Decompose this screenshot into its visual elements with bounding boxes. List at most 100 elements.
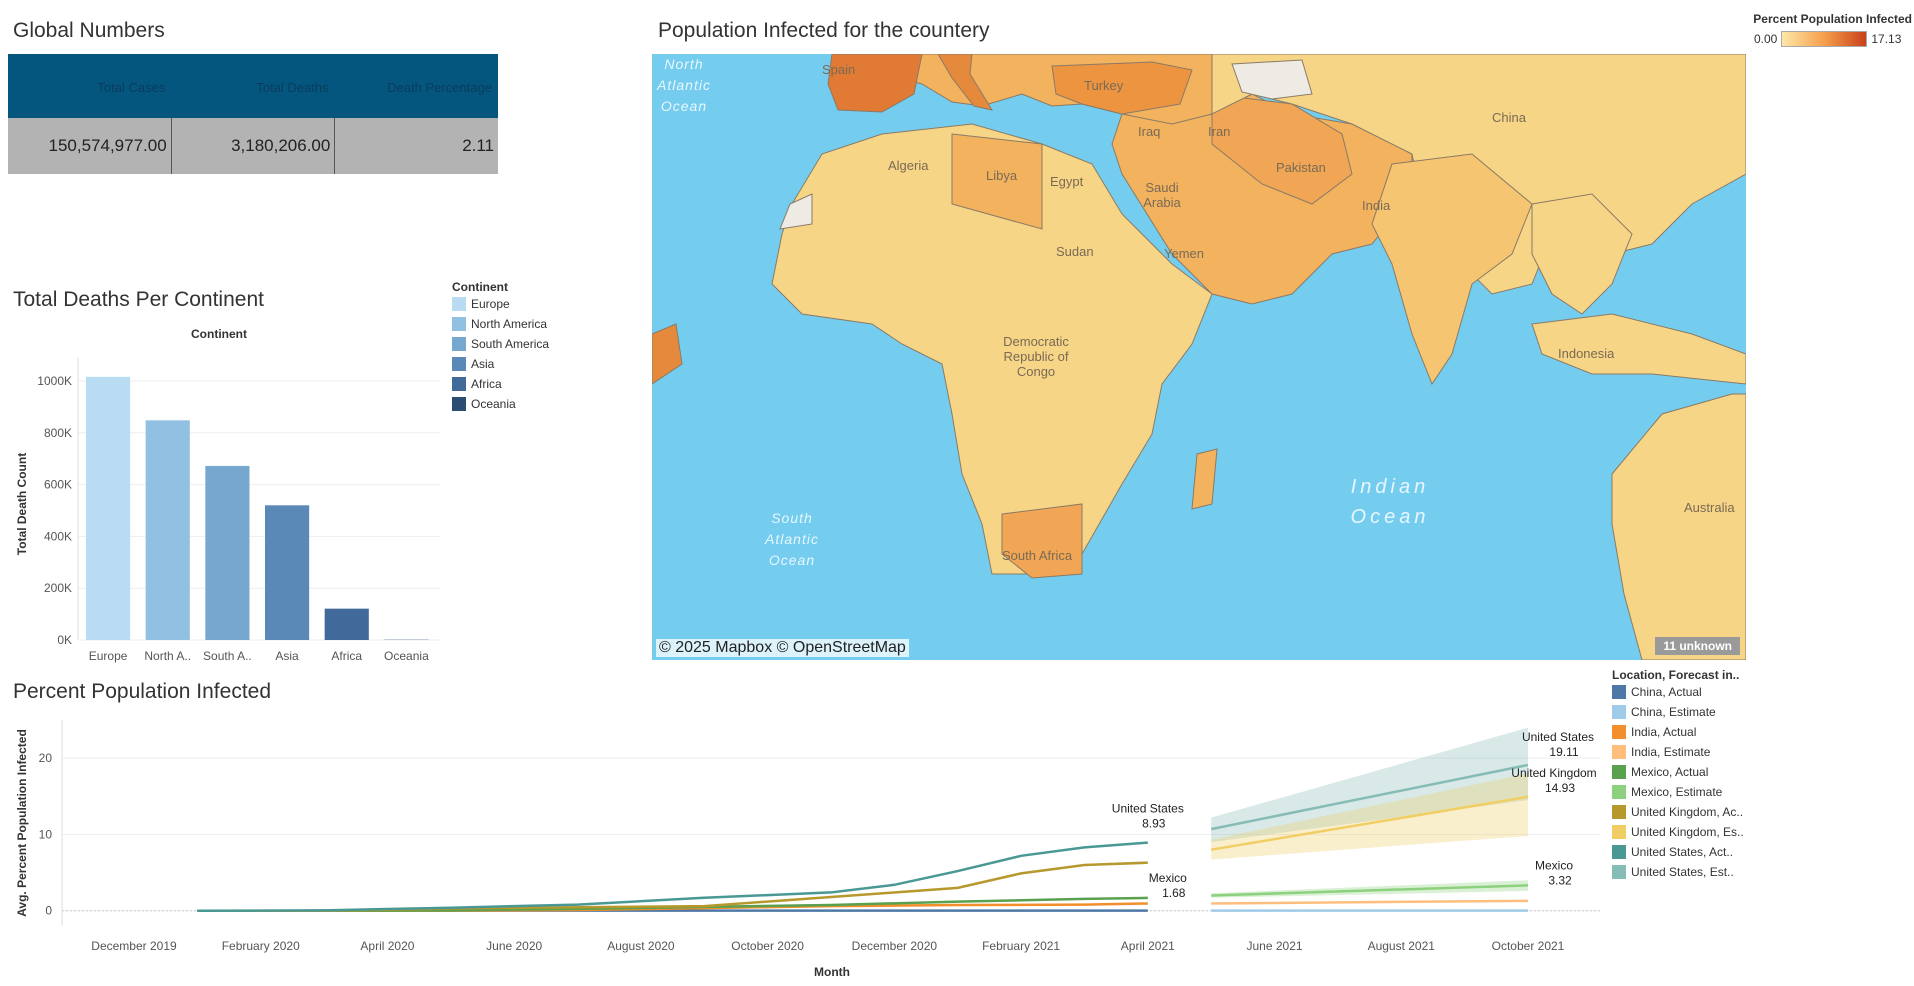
legend-swatch bbox=[452, 337, 466, 351]
map-canvas bbox=[652, 54, 1746, 660]
line-xtick-label: February 2020 bbox=[222, 939, 300, 953]
annotation-name: United Kingdom bbox=[1511, 766, 1596, 780]
continent-legend-item[interactable]: Asia bbox=[452, 354, 549, 374]
legend-label: United States, Act.. bbox=[1631, 845, 1734, 859]
legend-label: United States, Est.. bbox=[1631, 865, 1734, 879]
map-color-scale: 0.00 17.13 bbox=[1752, 31, 1912, 47]
country-label: India bbox=[1362, 198, 1391, 213]
forecast-legend-item[interactable]: United Kingdom, Es.. bbox=[1612, 822, 1744, 842]
line-xtick-label: April 2021 bbox=[1121, 939, 1175, 953]
legend-swatch bbox=[1612, 805, 1626, 819]
total-deaths-header: Total Deaths bbox=[256, 80, 329, 95]
line-chart-xlabel: Month bbox=[814, 965, 850, 979]
continent-legend-item[interactable]: North America bbox=[452, 314, 549, 334]
line-ytick-label: 20 bbox=[39, 751, 53, 765]
forecast-legend-item[interactable]: Mexico, Actual bbox=[1612, 762, 1744, 782]
land-southeast-asia bbox=[1531, 193, 1633, 315]
line-xtick-label: August 2021 bbox=[1368, 939, 1436, 953]
bar-chart-title: Total Deaths Per Continent bbox=[13, 288, 264, 311]
line-xtick-label: June 2020 bbox=[486, 939, 542, 953]
land-iran bbox=[1211, 93, 1353, 205]
legend-swatch bbox=[1612, 845, 1626, 859]
legend-label: India, Actual bbox=[1631, 725, 1697, 739]
global-numbers-header-row: Total Cases Total Deaths Death Percentag… bbox=[8, 54, 498, 118]
legend-swatch bbox=[1612, 685, 1626, 699]
continent-legend-item[interactable]: South America bbox=[452, 334, 549, 354]
ocean-label: North Atlantic Ocean bbox=[657, 56, 711, 114]
legend-swatch bbox=[1612, 865, 1626, 879]
legend-label: Mexico, Estimate bbox=[1631, 785, 1723, 799]
continent-legend-item[interactable]: Europe bbox=[452, 294, 549, 314]
legend-swatch bbox=[452, 377, 466, 391]
legend-label: Africa bbox=[471, 377, 502, 391]
bar-chart-ylabel: Total Death Count bbox=[15, 453, 29, 555]
bar-africa bbox=[324, 608, 369, 640]
line-xtick-label: April 2020 bbox=[360, 939, 414, 953]
map-color-legend: Percent Population Infected 0.00 17.13 bbox=[1752, 12, 1912, 47]
bar-ytick-label: 600K bbox=[44, 478, 72, 492]
forecast-legend-item[interactable]: United States, Est.. bbox=[1612, 862, 1744, 882]
series-line-united-kingdom-actual bbox=[197, 861, 1148, 912]
country-label: Yemen bbox=[1164, 246, 1204, 261]
global-numbers-title: Global Numbers bbox=[13, 19, 165, 42]
percent-infected-chart: 0 10 20 Avg. Percent Population Infected Dec… bbox=[15, 720, 1600, 979]
line-ytick-label: 10 bbox=[39, 827, 53, 841]
land-western-sahara bbox=[779, 193, 813, 230]
map-legend-min: 0.00 bbox=[1754, 32, 1778, 46]
country-label: Australia bbox=[1684, 500, 1735, 515]
legend-label: Europe bbox=[471, 297, 510, 311]
infection-map[interactable]: Spain Turkey Iraq Iran China Algeria Lib… bbox=[652, 54, 1746, 660]
legend-swatch bbox=[1612, 705, 1626, 719]
forecast-legend-item[interactable]: United States, Act.. bbox=[1612, 842, 1744, 862]
annotation-value: 19.11 bbox=[1549, 745, 1578, 759]
land-australia bbox=[1611, 393, 1746, 660]
continent-legend-item[interactable]: Africa bbox=[452, 374, 549, 394]
annotation-value: 1.68 bbox=[1162, 886, 1186, 900]
country-label: South Africa bbox=[1002, 548, 1073, 563]
legend-swatch bbox=[452, 317, 466, 331]
legend-label: United Kingdom, Ac.. bbox=[1631, 805, 1744, 819]
forecast-legend-item[interactable]: India, Actual bbox=[1612, 722, 1744, 742]
legend-label: China, Estimate bbox=[1631, 705, 1716, 719]
forecast-legend-item[interactable]: India, Estimate bbox=[1612, 742, 1744, 762]
annotation-value: 8.93 bbox=[1142, 817, 1166, 831]
forecast-legend-item[interactable]: Mexico, Estimate bbox=[1612, 782, 1744, 802]
country-label: Libya bbox=[986, 168, 1018, 183]
series-line-united-kingdom-estimate bbox=[1210, 795, 1529, 851]
forecast-band bbox=[1211, 773, 1528, 860]
legend-swatch bbox=[1612, 745, 1626, 759]
bar-south-america bbox=[205, 465, 250, 640]
bar-ytick-label: 400K bbox=[44, 529, 72, 543]
annotation-value: 3.32 bbox=[1548, 873, 1572, 887]
country-label: Sudan bbox=[1056, 244, 1094, 259]
legend-label: Asia bbox=[471, 357, 495, 371]
land-south-africa bbox=[1001, 503, 1083, 579]
legend-label: North America bbox=[471, 317, 548, 331]
legend-label: China, Actual bbox=[1631, 685, 1702, 699]
country-label: Iraq bbox=[1138, 124, 1161, 139]
legend-swatch bbox=[452, 297, 466, 311]
forecast-legend-item[interactable]: China, Actual bbox=[1612, 682, 1744, 702]
bar-north-america bbox=[145, 420, 190, 640]
land-india bbox=[1371, 153, 1533, 386]
forecast-legend-item[interactable]: United Kingdom, Ac.. bbox=[1612, 802, 1744, 822]
unknown-count-badge[interactable]: 11 unknown bbox=[1655, 637, 1740, 655]
map-credit[interactable]: © 2025 Mapbox © OpenStreetMap bbox=[656, 639, 909, 657]
map-gradient-bar bbox=[1781, 31, 1868, 47]
line-xtick-label: June 2021 bbox=[1247, 939, 1303, 953]
country-label: China bbox=[1492, 110, 1526, 125]
forecast-legend-item[interactable]: China, Estimate bbox=[1612, 702, 1744, 722]
death-percentage-value: 2.11 bbox=[462, 136, 495, 155]
land-africa bbox=[771, 123, 1213, 575]
line-chart-ylabel: Avg. Percent Population Infected bbox=[15, 729, 29, 917]
legend-swatch bbox=[1612, 725, 1626, 739]
continent-legend-item[interactable]: Oceania bbox=[452, 394, 549, 414]
bar-xtick-label: Oceania bbox=[384, 649, 429, 663]
line-xtick-label: December 2020 bbox=[852, 939, 938, 953]
bar-ytick-label: 1000K bbox=[37, 374, 72, 388]
bar-xtick-label: North A.. bbox=[144, 649, 191, 663]
bar-ytick-label: 200K bbox=[44, 581, 72, 595]
bar-xtick-label: Europe bbox=[89, 649, 128, 663]
global-numbers-table: Total Cases Total Deaths Death Percentag… bbox=[8, 54, 498, 174]
land-kazakhstan bbox=[1231, 59, 1313, 100]
